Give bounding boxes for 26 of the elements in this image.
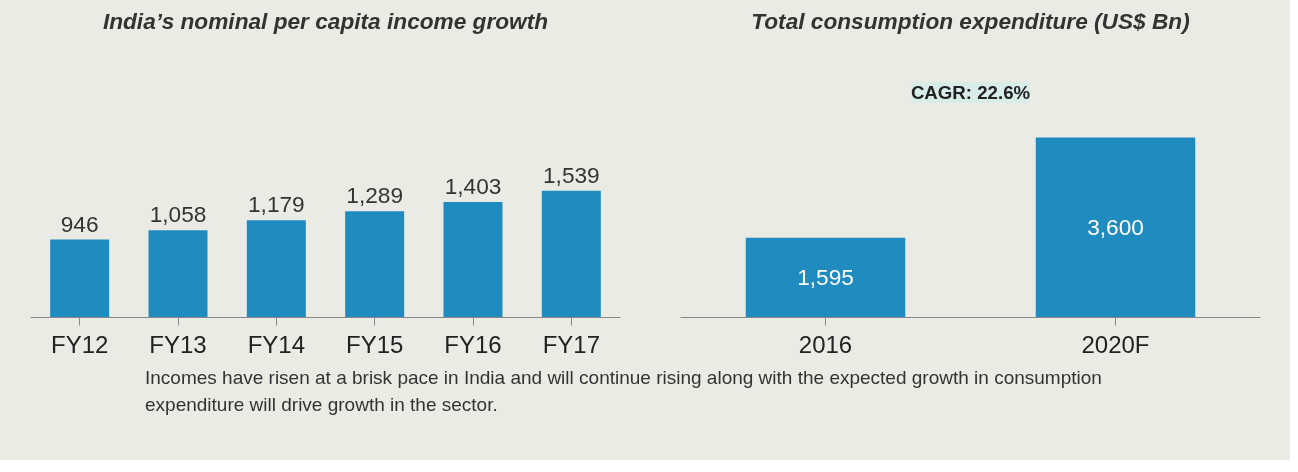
data-label: 1,179 xyxy=(247,191,305,218)
x-tick-label: FY16 xyxy=(444,330,502,358)
bar xyxy=(148,230,208,318)
data-label: 1,289 xyxy=(346,182,404,209)
data-label: 1,539 xyxy=(542,161,600,188)
data-label: 1,058 xyxy=(149,201,207,228)
x-tick-label: 2016 xyxy=(798,330,853,358)
text: Incomes have risen at a brisk pace in India and will continue rising along with the expected growth in consumption expenditure will drive growth in the sector. xyxy=(145,366,1103,417)
data-label: 946 xyxy=(60,210,99,237)
data-label: 1,403 xyxy=(444,172,502,199)
chart-title: India’s nominal per capita income growth xyxy=(102,7,549,34)
bar xyxy=(345,211,405,318)
data-label: 1,595 xyxy=(797,264,854,291)
x-tick-label: FY14 xyxy=(247,330,306,358)
x-tick-label: FY17 xyxy=(542,330,601,358)
chart-title: Total consumption expenditure (US$ Bn) xyxy=(751,7,1190,34)
bar xyxy=(246,220,306,318)
x-tick-label: 2020F xyxy=(1081,330,1150,358)
x-tick-label: FY15 xyxy=(345,330,404,358)
bar xyxy=(541,190,601,318)
data-label: 3,600 xyxy=(1087,214,1144,240)
x-tick-label: FY13 xyxy=(149,330,207,358)
bar xyxy=(443,201,503,318)
text: CAGR: 22.6% xyxy=(910,82,1031,103)
bar xyxy=(50,239,110,318)
x-tick-label: FY12 xyxy=(50,330,109,358)
